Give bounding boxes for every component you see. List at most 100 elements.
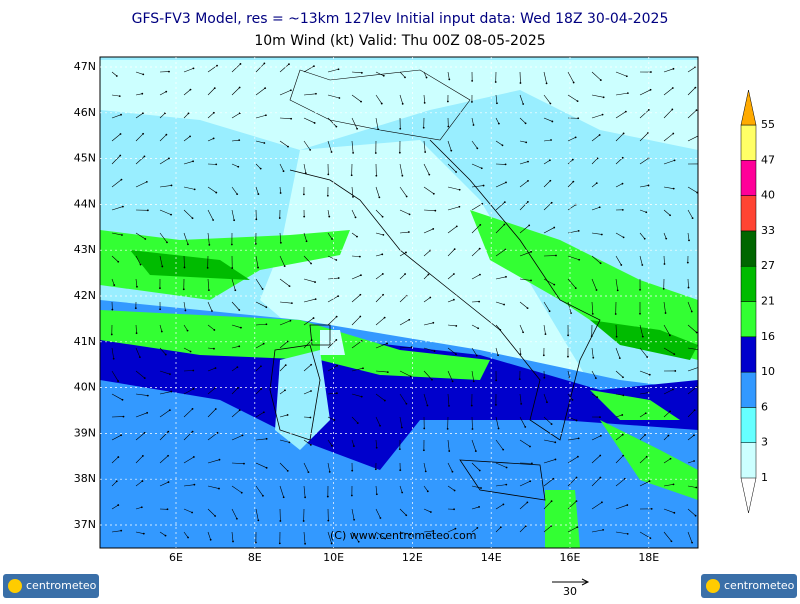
arrow-head [543, 354, 545, 356]
arrow-head [692, 217, 694, 219]
arrow-head [572, 159, 574, 161]
arrow-head [478, 506, 480, 508]
arrow-head [432, 228, 434, 230]
arrow-head [599, 206, 601, 208]
arrow-head [691, 542, 693, 544]
arrow-head [265, 323, 267, 325]
arrow-head [384, 400, 386, 402]
logo-text: centrometeo [724, 579, 795, 592]
arrow-head [170, 214, 172, 216]
arrow-head [310, 364, 312, 366]
arrow-head [621, 414, 623, 416]
arrow-head [352, 196, 354, 198]
arrow-head [359, 256, 361, 258]
arrow-head [572, 399, 574, 401]
arrow-head [331, 445, 333, 447]
arrow-head [695, 515, 697, 517]
arrow-head [476, 527, 478, 529]
arrow-head [450, 150, 452, 152]
arrow-head [122, 399, 124, 401]
arrow-head [525, 122, 527, 124]
arrow-head [144, 377, 146, 379]
arrow-head [382, 273, 384, 275]
arrow-head [483, 185, 485, 187]
arrow-head [303, 193, 305, 195]
arrow-head [336, 392, 338, 394]
arrow-head [651, 508, 653, 510]
arrow-head [673, 68, 675, 70]
lon-label: 10E [323, 551, 344, 564]
arrow-head [187, 330, 189, 332]
arrow-head [280, 192, 282, 194]
arrow-head [142, 74, 144, 76]
arrow-head [552, 478, 554, 480]
arrow-head [168, 481, 170, 483]
arrow-head [672, 389, 674, 391]
arrow-head [117, 261, 119, 263]
legend-label: 27 [761, 259, 775, 272]
arrow-head [338, 68, 340, 70]
lon-label: 8E [248, 551, 262, 564]
arrow-head [239, 87, 241, 89]
arrow-head [555, 255, 557, 257]
arrow-head [169, 409, 171, 411]
arrow-head [241, 492, 243, 494]
arrow-head [336, 365, 338, 367]
arrow-head [434, 210, 436, 212]
arrow-head [120, 530, 122, 532]
reference-vector: 30 [552, 579, 588, 598]
arrow-head [620, 264, 622, 266]
arrow-head [622, 157, 624, 159]
arrow-head [693, 460, 695, 462]
arrow-head [191, 512, 193, 514]
lat-label: 45N [74, 152, 96, 165]
arrow-head [285, 364, 287, 366]
legend-label: 6 [761, 400, 768, 413]
arrow-head [310, 390, 312, 392]
arrow-head [290, 118, 292, 120]
arrow-head [602, 529, 604, 531]
arrow-head [529, 480, 531, 482]
wind-field [100, 57, 698, 548]
arrow-head [141, 480, 143, 482]
arrow-head [329, 471, 331, 473]
arrow-head [471, 405, 473, 407]
legend-label: 1 [761, 471, 768, 484]
arrow-head [639, 289, 641, 291]
legend-swatch [741, 337, 756, 372]
arrow-head [527, 161, 529, 163]
arrow-head [146, 181, 148, 183]
arrow-head [280, 242, 282, 244]
arrow-head [600, 262, 602, 264]
arrow-head [214, 87, 216, 89]
arrow-head [648, 185, 650, 187]
legend-swatch [741, 160, 756, 195]
arrow-head [327, 496, 329, 498]
arrow-head [668, 435, 670, 437]
arrow-head [622, 183, 624, 185]
arrow-head [240, 63, 242, 65]
arrow-head [694, 409, 696, 411]
lat-label: 39N [74, 426, 96, 439]
arrow-head [599, 477, 601, 479]
arrow-head [215, 367, 217, 369]
arrow-head [550, 139, 552, 141]
arrow-head [288, 441, 290, 443]
arrow-head [481, 167, 483, 169]
arrow-head [673, 353, 675, 355]
arrow-head [519, 378, 521, 380]
arrow-head [433, 193, 435, 195]
arrow-head [207, 267, 209, 269]
arrow-head [402, 103, 404, 105]
arrow-head [213, 138, 215, 140]
arrow-head [262, 495, 264, 497]
arrow-head [471, 101, 473, 103]
arrow-head [379, 517, 381, 519]
arrow-head [696, 109, 698, 111]
arrow-head [219, 459, 221, 461]
arrow-head [377, 128, 379, 130]
arrow-head [287, 146, 289, 148]
arrow-head [237, 387, 239, 389]
arrow-head [213, 112, 215, 114]
arrow-head [193, 456, 195, 458]
